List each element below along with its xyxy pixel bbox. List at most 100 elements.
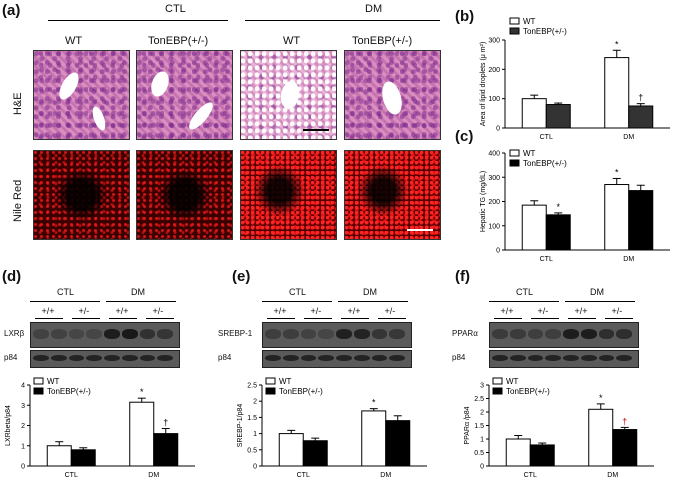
blot-band-f-1-1 [509, 354, 526, 362]
blot-band-d-1-0 [33, 354, 49, 362]
ytick-label-e-3: 1.5 [247, 415, 257, 422]
blot-band-d-0-2 [68, 329, 85, 339]
annotation-f-1: † [622, 416, 627, 426]
blot-band-d-0-3 [86, 329, 102, 339]
blot-band-f-1-2 [527, 354, 544, 362]
ytick-label-d-1: 1 [21, 443, 25, 450]
bar-f-0-0 [505, 438, 531, 467]
micrograph-he-ctl-het [136, 50, 233, 140]
legend-swatch-b-1 [509, 27, 520, 35]
bar-b-1-1 [628, 105, 654, 129]
blot-genotype-line-f-2 [567, 318, 596, 319]
blot-band-e-0-4 [336, 329, 352, 339]
annotation-e-0: * [372, 398, 376, 408]
blot-band-d-0-4 [104, 329, 120, 339]
blot-band-f-1-4 [563, 354, 579, 362]
legend-label-c-1: TonEBP(+/-) [523, 159, 567, 168]
legend-swatch-c-0 [509, 149, 520, 157]
column-label-3: WT [283, 35, 301, 47]
panel-f-letter: (f) [455, 268, 470, 285]
blot-band-e-1-6 [371, 354, 388, 362]
micrograph-nile-red-dm-wt [240, 150, 337, 240]
blot-group-line-e-dm [338, 301, 408, 302]
blot-genotype-e-3: +/- [384, 306, 396, 316]
ytick-label-d-3: 3 [21, 403, 25, 410]
legend-label-b-1: TonEBP(+/-) [523, 27, 567, 36]
blot-genotype-d-1: +/- [78, 306, 90, 316]
blot-band-e-1-4 [336, 354, 352, 362]
blot-genotype-line-d-0 [34, 318, 63, 319]
blot-band-e-1-1 [282, 354, 299, 362]
blot-band-f-1-5 [580, 354, 597, 362]
ytick-label-f-1: 0.5 [474, 450, 484, 457]
xtick-label-b-0: CTL [540, 134, 553, 141]
blot-band-e-1-0 [265, 354, 281, 362]
ytick-label-b-3: 300 [488, 38, 500, 45]
blot-genotype-line-e-2 [340, 318, 369, 319]
ytick-label-e-5: 2.5 [247, 383, 257, 390]
annotation-b-0: * [615, 39, 619, 49]
blot-label-d-1: p84 [4, 353, 18, 362]
blot-band-e-1-3 [318, 354, 334, 362]
column-label-4: TonEBP(+/-) [352, 35, 413, 47]
ylabel-b: Area of lipid droplets (μ m²) [480, 42, 487, 127]
annotation-f-0: * [599, 393, 603, 403]
xtick-label-f-0: CTL [524, 472, 537, 479]
annotation-c-0: * [556, 202, 560, 212]
blot-genotype-line-d-1 [71, 318, 100, 319]
xtick-label-b-1: DM [623, 134, 634, 141]
legend-label-e-0: WT [279, 377, 292, 386]
micrograph-he-dm-wt [240, 50, 337, 140]
blot-genotype-line-d-2 [108, 318, 137, 319]
ytick-label-d-0: 0 [21, 464, 25, 471]
blot-band-e-1-5 [353, 354, 370, 362]
blot-group-d-ctl: CTL [57, 287, 75, 297]
blot-band-d-1-3 [86, 354, 102, 362]
ylabel-f: PPARα /p84 [464, 406, 471, 444]
blot-genotype-line-f-3 [604, 318, 633, 319]
blot-genotype-f-1: +/- [537, 306, 549, 316]
bar-f-0-1 [588, 408, 614, 467]
micrograph-nile-red-dm-het [344, 150, 441, 240]
blot-genotype-d-0: +/+ [41, 306, 55, 316]
xtick-label-d-0: CTL [65, 472, 78, 479]
group-line-ctl [48, 20, 228, 21]
blot-group-line-f-ctl [489, 301, 559, 302]
column-label-2: TonEBP(+/-) [148, 35, 209, 47]
blot-band-e-0-6 [371, 329, 388, 339]
blot-band-f-0-2 [527, 329, 544, 339]
blot-genotype-d-2: +/+ [115, 306, 129, 316]
ylabel-e: SREBP-1/p84 [237, 404, 244, 448]
ytick-label-e-1: 0.5 [247, 447, 257, 454]
blot-band-f-0-6 [598, 329, 615, 339]
blot-band-d-1-1 [50, 354, 67, 362]
blot-band-d-1-6 [139, 354, 156, 362]
blot-genotype-line-e-3 [377, 318, 406, 319]
blot-genotype-line-e-0 [266, 318, 295, 319]
blot-band-d-1-7 [157, 354, 173, 362]
ytick-label-e-4: 2 [253, 399, 257, 406]
ytick-label-d-2: 2 [21, 423, 25, 430]
bar-d-1-1 [153, 433, 179, 467]
blot-band-d-1-5 [121, 354, 138, 362]
legend-swatch-b-0 [509, 17, 520, 25]
legend-swatch-d-0 [33, 377, 44, 385]
ytick-label-f-6: 3 [480, 383, 484, 390]
bar-c-1-0 [545, 214, 571, 251]
panel-c-letter: (c) [455, 128, 474, 145]
micrograph-he-dm-het [344, 50, 441, 140]
ytick-label-c-4: 400 [488, 151, 500, 158]
blot-band-f-1-6 [598, 354, 615, 362]
bar-e-0-0 [278, 433, 304, 467]
blot-band-d-0-5 [121, 329, 138, 339]
ytick-label-d-4: 4 [21, 383, 25, 390]
blot-band-e-0-1 [282, 329, 299, 339]
annotation-b-1: † [638, 93, 643, 103]
blot-genotype-d-3: +/- [152, 306, 164, 316]
blot-band-e-0-5 [353, 329, 370, 339]
blot-group-f-dm: DM [590, 287, 604, 297]
legend-label-e-1: TonEBP(+/-) [279, 387, 323, 396]
blot-band-f-1-7 [616, 354, 632, 362]
annotation-d-0: * [140, 387, 144, 397]
bar-d-0-0 [46, 445, 72, 467]
